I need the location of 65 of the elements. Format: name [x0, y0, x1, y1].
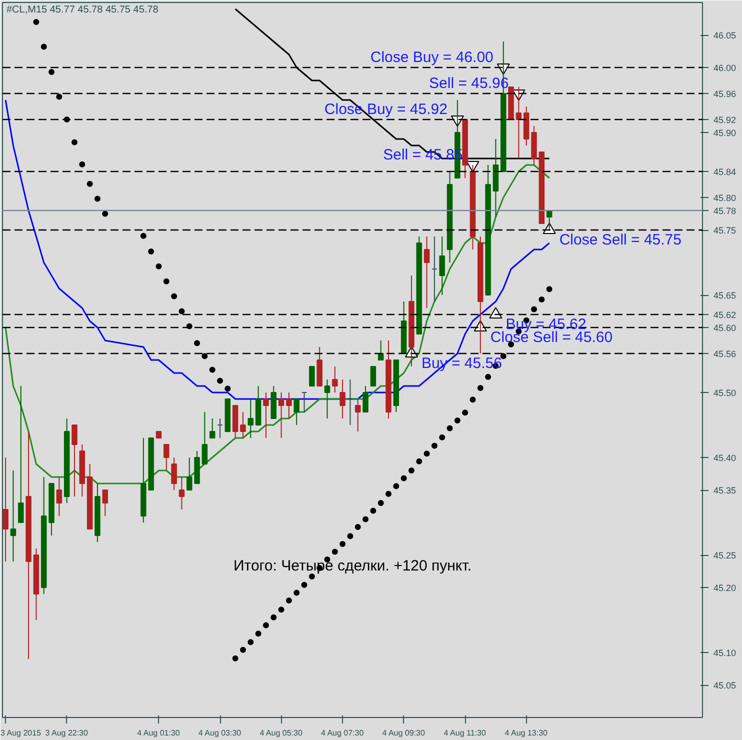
y-tick-label: 45.90	[714, 128, 736, 138]
candlestick	[347, 379, 354, 426]
candlestick	[301, 392, 308, 412]
ref-line-label: 45.60	[714, 323, 736, 333]
y-tick-label: 46.05	[714, 30, 736, 40]
ref-line-label: 46.00	[714, 63, 736, 73]
y-tick-label: 45.80	[714, 193, 736, 203]
candlestick	[286, 392, 292, 419]
candlestick	[240, 412, 246, 438]
candlestick	[370, 366, 376, 386]
candlestick	[217, 418, 223, 438]
y-tick-label: 45.05	[714, 680, 736, 690]
x-tick-label: 4 Aug 13:30	[504, 728, 548, 738]
annotation: Close Sell = 45.75	[559, 232, 682, 248]
candlestick	[309, 366, 315, 386]
x-tick-label: 4 Aug 07:30	[320, 728, 364, 738]
annotation: Close Buy = 45.92	[324, 101, 448, 118]
candlestick	[424, 236, 430, 308]
ref-line-label: 45.84	[714, 167, 736, 177]
candlestick	[2, 457, 8, 562]
candlestick	[18, 386, 24, 523]
candlestick	[72, 424, 78, 497]
x-tick-label: 4 Aug 09:30	[382, 728, 426, 738]
y-tick-label: 45.35	[714, 486, 736, 496]
candlestick	[362, 386, 368, 412]
ref-line-label: 45.92	[714, 115, 736, 125]
x-tick-label: 4 Aug 11:30	[444, 728, 486, 738]
x-tick-label: 4 Aug 05:30	[260, 728, 303, 738]
candlestick	[178, 476, 185, 510]
x-tick-label: 4 Aug 03:30	[198, 728, 242, 738]
y-tick-label: 45.25	[714, 550, 736, 560]
y-tick-label: 45.65	[714, 290, 736, 300]
x-tick-label: 3 Aug 2015	[0, 728, 42, 738]
y-tick-label: 45.20	[714, 583, 736, 593]
candlestick	[102, 490, 108, 516]
ref-line-label: 45.62	[714, 310, 736, 320]
x-tick-label: 3 Aug 22:30	[45, 728, 89, 738]
candlestick	[186, 457, 192, 490]
annotation: Close Buy = 46.00	[370, 49, 494, 66]
candlestick	[56, 476, 62, 516]
candlestick	[432, 236, 438, 302]
candlestick	[294, 398, 300, 426]
candlestick	[248, 398, 254, 438]
candlestick	[354, 398, 361, 432]
x-tick-label: 4 Aug 01:30	[137, 728, 180, 738]
y-tick-label: 45.10	[714, 648, 736, 658]
candlestick	[439, 236, 445, 296]
candlestick	[278, 392, 284, 438]
candlestick	[324, 379, 330, 419]
y-tick-label: 45.40	[714, 453, 736, 463]
ref-line-label: 45.56	[714, 349, 736, 359]
y-tick-label: 45.50	[714, 388, 736, 398]
candlestick	[10, 470, 16, 562]
candlestick	[164, 444, 170, 471]
candlestick	[516, 86, 522, 159]
candlestick	[171, 457, 177, 490]
ref-line-label: 45.96	[714, 89, 736, 99]
candlestick	[209, 418, 216, 438]
candlestick	[202, 412, 208, 464]
candlestick	[332, 366, 338, 393]
candlestick	[263, 392, 269, 438]
candlestick	[340, 379, 346, 419]
ref-line-label: 45.75	[714, 226, 736, 236]
ref-line-label: 45.78	[714, 206, 736, 216]
chart-title: #CL,M15 45.77 45.78 45.75 45.78	[6, 4, 159, 16]
